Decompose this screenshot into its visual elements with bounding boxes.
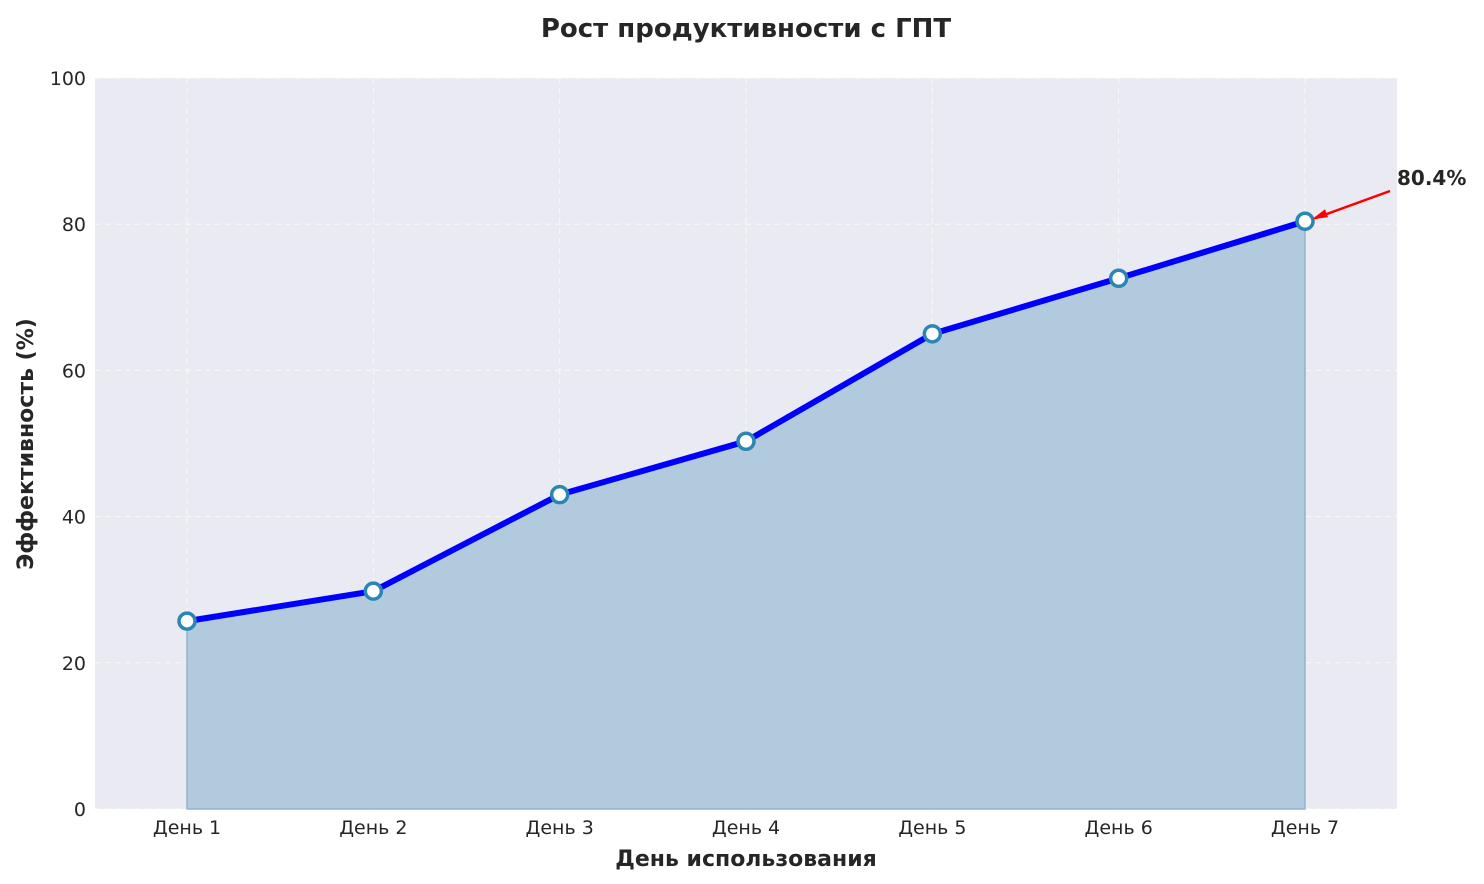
x-axis-label: День использования	[615, 847, 877, 872]
annotation-arrow	[1314, 189, 1391, 220]
x-tick-label: День 7	[1271, 817, 1339, 839]
x-tick-label: День 3	[526, 817, 594, 839]
data-point	[363, 581, 384, 601]
annotation-label: 80.4%	[1397, 166, 1466, 190]
y-tick-label: 40	[62, 507, 86, 529]
y-tick-label: 100	[50, 68, 86, 90]
data-point	[177, 611, 197, 631]
data-point	[736, 431, 756, 452]
x-tick-label: День 1	[153, 817, 221, 839]
x-tick-label: День 4	[712, 817, 780, 839]
y-tick-label: 20	[62, 653, 86, 675]
chart-title: Рост продуктивности с ГПТ	[541, 14, 952, 44]
y-tick-label: 60	[62, 360, 86, 382]
x-tick-label: День 2	[339, 817, 407, 839]
data-point	[922, 324, 943, 344]
data-point	[1108, 268, 1129, 289]
annotation-arrowhead	[1312, 209, 1328, 220]
y-tick-label: 0	[74, 799, 86, 821]
data-point	[1295, 211, 1315, 232]
x-tick-label: День 6	[1085, 817, 1153, 839]
x-tick-label: День 5	[898, 817, 966, 839]
y-tick-label: 80	[62, 214, 86, 236]
y-axis-label: Эффективность (%)	[14, 318, 39, 570]
data-point	[549, 484, 570, 505]
